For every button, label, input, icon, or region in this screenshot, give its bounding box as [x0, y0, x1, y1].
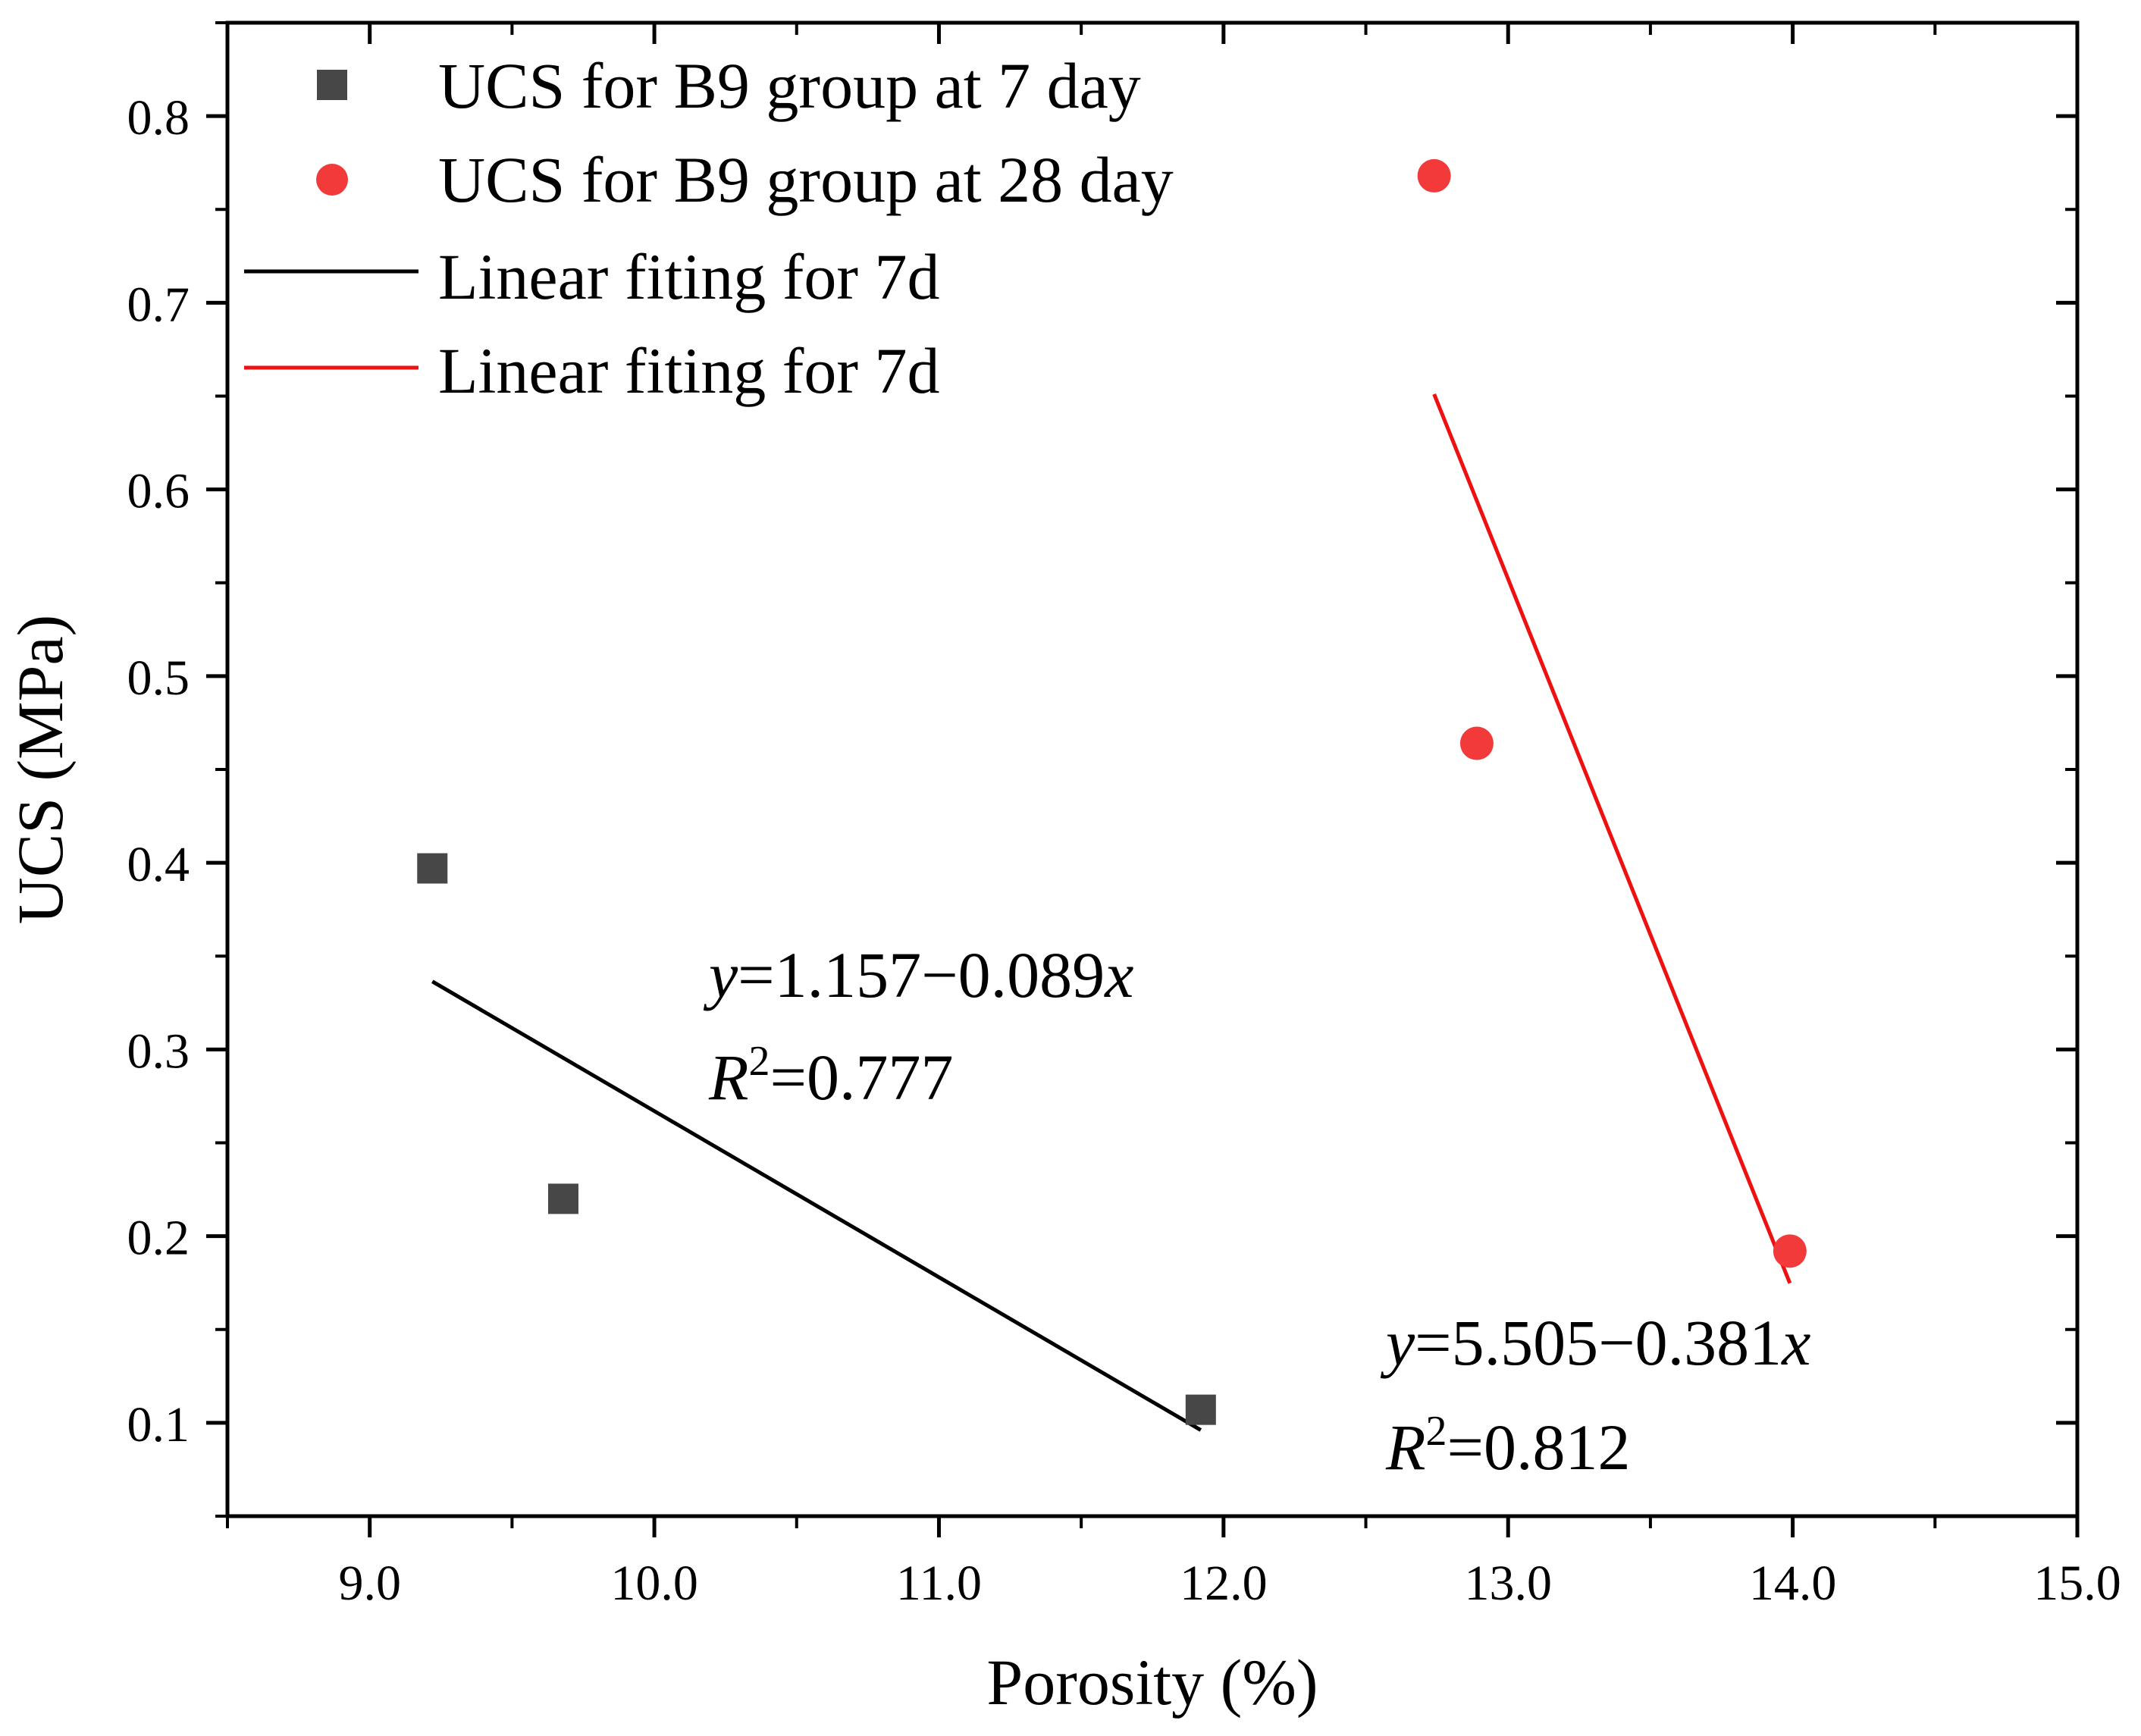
x-tick-label: 10.0	[610, 1556, 698, 1611]
y-axis-ticks: 0.1 0.2 0.3 0.4 0.5 0.6 0.7 0.8	[127, 21, 2077, 1518]
legend-marker-square	[317, 70, 347, 100]
data-points	[417, 158, 1807, 1425]
equation-28d: y=5.505−0.381x R2=0.812	[1380, 1306, 1810, 1484]
x-tick-label: 9.0	[338, 1556, 401, 1611]
y-tick-label: 0.3	[127, 1023, 190, 1079]
x-tick-label: 15.0	[2033, 1556, 2121, 1611]
equation-7d: y=1.157−0.089x R2=0.777	[703, 939, 1133, 1114]
x-axis-title: Porosity (%)	[986, 1646, 1318, 1719]
fit-lines	[431, 393, 1792, 1432]
data-point-28-day	[1459, 726, 1494, 760]
y-tick-label: 0.1	[127, 1397, 190, 1452]
y-tick-label: 0.4	[127, 837, 190, 892]
y-tick-label: 0.7	[127, 277, 190, 332]
legend-label-fit-red: Linear fiting for 7d	[438, 334, 940, 407]
y-tick-label: 0.8	[127, 90, 190, 146]
legend-label-fit-black: Linear fiting for 7d	[438, 240, 940, 313]
x-tick-label: 12.0	[1180, 1556, 1268, 1611]
data-point-28-day	[1773, 1234, 1807, 1268]
fit-line-7d	[431, 979, 1202, 1432]
y-tick-label: 0.2	[127, 1211, 190, 1266]
x-axis-ticks: 9.0 10.0 11.0 12.0 13.0 14.0 15.0	[226, 23, 2121, 1611]
plot-area	[225, 20, 2080, 1518]
y-tick-label: 0.6	[127, 464, 190, 519]
equation-7d-line2: R2=0.777	[708, 1038, 954, 1114]
fit-line-28d	[1432, 393, 1792, 1284]
y-tick-label: 0.5	[127, 650, 190, 706]
legend-marker-circle	[316, 164, 348, 196]
equation-7d-line1: y=1.157−0.089x	[703, 939, 1133, 1011]
data-point-7-day	[417, 853, 448, 884]
equation-28d-line2: R2=0.812	[1385, 1408, 1631, 1484]
equation-28d-line1: y=5.505−0.381x	[1380, 1306, 1810, 1379]
x-tick-label: 13.0	[1464, 1556, 1552, 1611]
data-point-7-day	[1185, 1394, 1216, 1425]
data-point-7-day	[547, 1183, 578, 1214]
legend-label-28-day: UCS for B9 group at 28 day	[438, 143, 1174, 216]
legend-label-7-day: UCS for B9 group at 7 day	[438, 49, 1141, 122]
x-tick-label: 11.0	[896, 1556, 982, 1611]
y-axis-title: UCS (MPa)	[4, 615, 77, 925]
data-point-28-day	[1417, 158, 1451, 193]
legend: UCS for B9 group at 7 day UCS for B9 gro…	[244, 49, 1174, 407]
x-tick-label: 14.0	[1749, 1556, 1837, 1611]
